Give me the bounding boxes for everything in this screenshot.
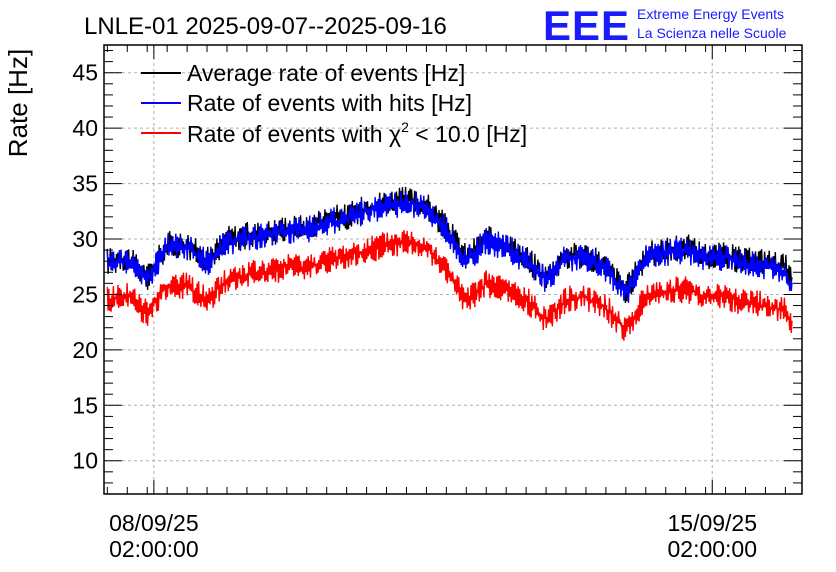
series-hits [106,190,793,303]
legend-chi2-superscript: 2 [401,119,409,135]
y-tick-label-40: 40 [72,115,98,141]
y-tick-label-25: 25 [72,281,98,307]
y-tick-label-20: 20 [72,337,98,363]
plot-frame [103,44,803,495]
chart-title: LNLE-01 2025-09-07--2025-09-16 [84,13,447,40]
x-tick-label-date-0: 08/09/25 [109,510,199,536]
series-layer [106,186,793,341]
eee-logo-letters: EEE [543,2,630,49]
logo-text-line1: Extreme Energy Events [637,6,785,22]
legend-label-average: Average rate of events [Hz] [187,60,465,86]
eee-logo: EEE [543,2,630,49]
legend-chi2-symbol: χ [389,121,401,147]
logo-text-line2: La Scienza nelle Scuole [637,25,787,41]
y-tick-label-30: 30 [72,226,98,252]
x-tick-label-time-1: 02:00:00 [667,536,757,562]
y-tick-label-15: 15 [72,392,98,418]
axis-ticks [104,45,802,495]
x-tick-label-time-0: 02:00:00 [109,536,199,562]
legend-label-chi2: Rate of events with χ2 < 10.0 [Hz] [187,119,527,147]
legend-chi2-text-before: Rate of events with [187,121,389,147]
y-tick-label-35: 35 [72,171,98,197]
y-tick-label-10: 10 [72,448,98,474]
y-axis-label: Rate [Hz] [3,49,33,157]
legend: Average rate of events [Hz] Rate of even… [141,60,527,147]
y-tick-labels: 10 15 20 25 30 35 40 45 [72,60,98,474]
legend-label-hits: Rate of events with hits [Hz] [187,90,472,116]
x-tick-label-date-1: 15/09/25 [667,510,757,536]
y-tick-label-45: 45 [72,60,98,86]
legend-chi2-text-after: < 10.0 [Hz] [409,121,527,147]
series-chi2 [106,230,793,341]
